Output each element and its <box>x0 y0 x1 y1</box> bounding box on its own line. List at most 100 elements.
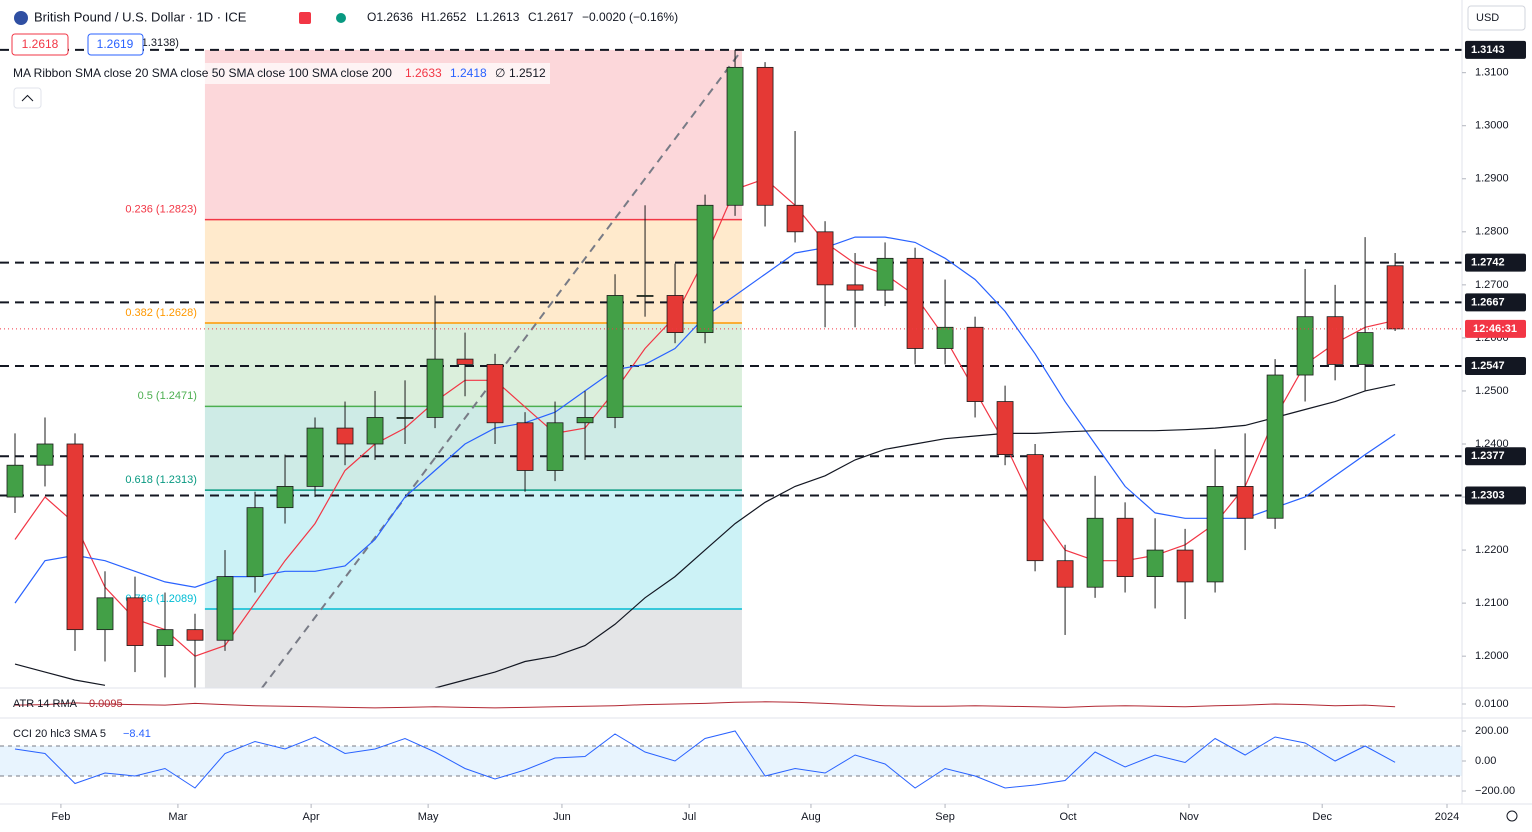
candle-body <box>426 358 444 418</box>
legend-value: ∅ <box>495 66 505 80</box>
candle-body <box>696 204 714 333</box>
sell-button[interactable] <box>11 33 69 56</box>
candle-body <box>966 326 984 402</box>
candle-body <box>726 66 744 206</box>
bid-price: 1.2618 <box>22 37 59 51</box>
candle-body <box>336 427 354 445</box>
y-tick-label: 1.2200 <box>1475 544 1509 556</box>
fib-band <box>204 608 742 688</box>
fib-label: 0.5 (1.2471) <box>138 390 197 402</box>
y-tick-label: 1.2500 <box>1475 385 1509 397</box>
candle-body <box>216 576 234 641</box>
x-tick-label: Nov <box>1179 811 1199 823</box>
flag-icon[interactable] <box>299 12 311 24</box>
y-tick-label: 1.3100 <box>1475 67 1509 79</box>
indicator-line <box>14 701 1396 709</box>
candle-body <box>246 507 264 578</box>
current-price-box <box>1465 319 1526 338</box>
legend-value: 1.2512 <box>509 66 546 80</box>
candle-body <box>66 443 84 631</box>
symbol-flag <box>14 11 28 25</box>
ask-price: 1.2619 <box>97 37 134 51</box>
y-tick-label: 1.2800 <box>1475 226 1509 238</box>
candle-body <box>516 422 534 471</box>
level-box <box>1465 447 1526 466</box>
candle-body <box>546 422 564 471</box>
candle-body <box>816 231 834 286</box>
y-tick-label: 0.0100 <box>1475 698 1509 710</box>
candle-body <box>96 597 114 631</box>
current-price-label: 12:46:31 <box>1473 323 1517 335</box>
symbol-title[interactable]: British Pound / U.S. Dollar · 1D · ICE <box>34 9 247 24</box>
legend-values: 1.2633 1.2418 ∅ 1.2512 <box>405 66 546 80</box>
fib-band <box>204 323 742 407</box>
fib-label: 0.618 (1.2313) <box>125 474 197 486</box>
candle-body <box>1236 486 1254 519</box>
fib-band <box>204 219 742 324</box>
fib-label: 0.382 (1.2628) <box>125 307 197 319</box>
x-tick-label: Dec <box>1312 811 1332 823</box>
level-box <box>1465 293 1526 312</box>
candle-body <box>1116 517 1134 578</box>
change-value: −0.0020 (−0.16%) <box>582 10 678 24</box>
candle-body <box>606 295 624 418</box>
buy-button[interactable] <box>87 33 144 56</box>
candle-body <box>6 464 24 498</box>
market-status <box>336 13 346 23</box>
collapse-icon <box>21 94 34 102</box>
candle-body <box>876 257 894 291</box>
x-tick-label: May <box>418 811 439 823</box>
settings-icon[interactable] <box>1506 810 1518 822</box>
candle-body <box>636 295 654 297</box>
candle-body <box>996 401 1014 455</box>
x-tick-label: Sep <box>935 811 955 823</box>
level-box <box>1465 253 1526 272</box>
previous-value: (1.3138) <box>138 37 179 49</box>
legend-value: 1.2633 <box>405 66 442 80</box>
candle-body <box>1086 517 1104 588</box>
candle-body <box>846 284 864 291</box>
level-label: 1.2742 <box>1471 256 1505 268</box>
fib-label: 0.236 (1.2823) <box>125 204 197 216</box>
high-value: H1.2652 <box>421 10 467 24</box>
x-tick-label: Apr <box>303 811 320 823</box>
y-tick-label: 1.2100 <box>1475 597 1509 609</box>
legend-value: 1.2418 <box>450 66 487 80</box>
low-value: L1.2613 <box>476 10 520 24</box>
candle-body <box>1056 560 1074 588</box>
candle-body <box>366 417 384 445</box>
candle-body <box>36 443 54 466</box>
candle-body <box>156 629 174 646</box>
candle-body <box>486 364 504 424</box>
candle-body <box>306 427 324 487</box>
collapse-button[interactable] <box>13 87 42 109</box>
y-tick-label: 1.2900 <box>1475 173 1509 185</box>
candle-body <box>1176 549 1194 583</box>
level-label: 1.2303 <box>1471 489 1505 501</box>
x-tick-label: 2024 <box>1435 811 1459 823</box>
y-tick-label: 1.3000 <box>1475 120 1509 132</box>
level-label: 1.2377 <box>1471 450 1505 462</box>
indicator-line <box>14 730 1396 789</box>
x-tick-label: Feb <box>51 811 70 823</box>
fib-band <box>204 406 742 491</box>
candle-body <box>456 358 474 365</box>
candle-body <box>1266 374 1284 519</box>
candle-body <box>936 326 954 349</box>
level-label: 1.3143 <box>1471 44 1505 56</box>
cci-value: −8.41 <box>123 728 151 740</box>
y-tick-label: 200.00 <box>1475 725 1509 737</box>
level-box <box>1465 357 1526 376</box>
x-tick-label: Aug <box>801 811 821 823</box>
level-label: 1.2547 <box>1471 360 1505 372</box>
indicator-panes <box>0 701 1462 789</box>
currency-select[interactable] <box>1467 5 1526 31</box>
candle-body <box>1146 549 1164 578</box>
candle-body <box>1296 316 1314 376</box>
candle-body <box>1326 316 1344 365</box>
candle-body <box>1356 332 1374 365</box>
level-label: 1.2667 <box>1471 296 1505 308</box>
candle-body <box>126 597 144 646</box>
cci-title: CCI 20 hlc3 SMA 5 <box>13 728 106 740</box>
